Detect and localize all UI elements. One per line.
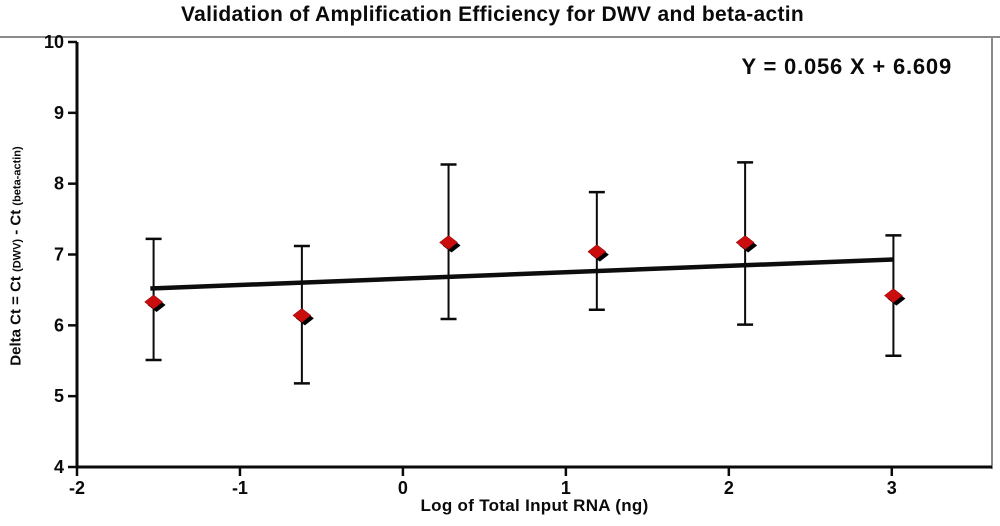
x-axis-tick-label: 3 (887, 478, 897, 498)
x-axis-tick-label: 0 (398, 478, 408, 498)
x-axis-tick-label: 1 (561, 478, 571, 498)
trendline (150, 257, 894, 291)
x-axis-tick-label: -2 (69, 478, 85, 498)
chart-title: Validation of Amplification Efficiency f… (180, 3, 805, 26)
y-axis-tick-label: 9 (54, 103, 64, 123)
data-point-diamond (587, 244, 607, 259)
regression-equation-label: Y = 0.056 X + 6.609 (741, 54, 952, 79)
data-point-diamond (884, 288, 903, 303)
y-axis-tick-label: 6 (54, 315, 64, 335)
y-axis-tick-label: 8 (54, 174, 64, 194)
y-axis-tick-label: 7 (54, 245, 64, 265)
x-axis-label: Log of Total Input RNA (ng) (420, 496, 649, 515)
y-axis-tick-label: 5 (54, 386, 64, 406)
data-point-diamond (292, 308, 312, 323)
y-axis-tick-label: 10 (44, 32, 64, 52)
x-axis-tick-label: -1 (232, 478, 248, 498)
data-point-diamond (144, 294, 163, 310)
frame-top-line (0, 36, 1000, 38)
frame-right-line (991, 36, 993, 469)
data-point-diamond (439, 235, 458, 250)
x-axis-tick-label: 2 (724, 478, 734, 498)
y-axis-tick-label: 4 (54, 457, 64, 477)
data-point-diamond (735, 235, 755, 250)
